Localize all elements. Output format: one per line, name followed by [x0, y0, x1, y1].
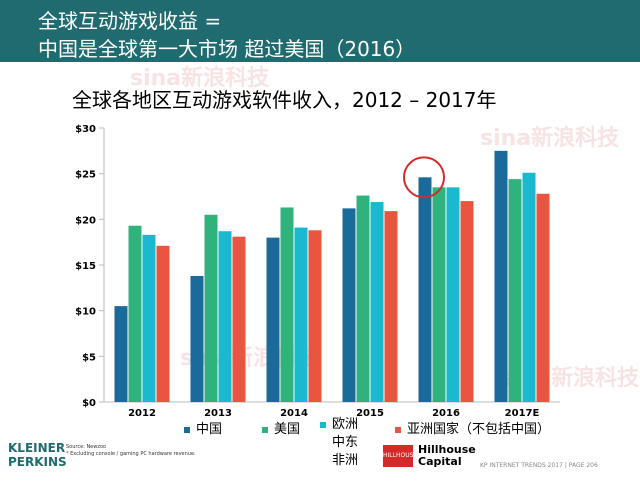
bar-2017E-2 — [522, 172, 536, 402]
hillhouse-line1: Hillhouse — [418, 443, 476, 456]
slide-title-line2: 中国是全球第一大市场 超过美国（2016） — [38, 37, 416, 61]
legend-label-china: 中国 — [196, 422, 223, 437]
y-tick-label: $10 — [75, 307, 96, 318]
bar-2017E-1 — [508, 179, 522, 402]
legend-swatch-emea — [320, 422, 326, 428]
y-tick-label: $15 — [75, 261, 96, 272]
legend-item-emea: 欧洲 中东 非洲 — [320, 416, 358, 470]
bar-2013-0 — [190, 275, 204, 402]
bar-2013-1 — [204, 214, 218, 402]
chart-title: 全球各地区互动游戏软件收入，2012 – 2017年 — [72, 88, 497, 112]
legend-swatch-asia — [395, 427, 401, 433]
y-tick-label: $5 — [82, 352, 96, 363]
bar-2014-3 — [308, 230, 322, 402]
bar-2012-2 — [142, 234, 156, 402]
bar-2012-0 — [114, 306, 128, 402]
watermark: sina新浪科技 — [480, 126, 620, 151]
bar-2013-2 — [218, 231, 232, 402]
y-tick-label: $0 — [82, 398, 96, 409]
legend-label-emea: 欧洲 中东 非洲 — [332, 417, 359, 468]
legend-item-china: 中国 — [184, 421, 222, 439]
hillhouse-logo-text: Hillhouse Capital — [418, 444, 476, 468]
y-tick-label: $25 — [75, 170, 96, 181]
slide-header: 全球互动游戏收益 = 中国是全球第一大市场 超过美国（2016） — [0, 0, 640, 62]
hillhouse-line2: Capital — [418, 455, 462, 468]
bar-2016-2 — [446, 187, 460, 402]
legend-swatch-china — [184, 427, 190, 433]
bar-2012-3 — [156, 245, 170, 402]
bar-2016-0 — [418, 177, 432, 402]
bar-2013-3 — [232, 236, 246, 402]
x-tick-label: 2015 — [356, 408, 384, 419]
highlight-circle — [403, 156, 445, 199]
legend-item-us: 美国 — [262, 421, 300, 439]
source-line1: Source: Newzoo — [66, 444, 107, 450]
source-line2: * Excluding console / gaming PC hardware… — [66, 451, 196, 457]
bar-2016-3 — [460, 201, 474, 402]
x-tick-label: 2016 — [432, 408, 460, 419]
bar-2015-1 — [356, 195, 370, 402]
kp-logo-line2: PERKINS — [8, 455, 67, 469]
page-footer: KP INTERNET TRENDS 2017 | PAGE 206 — [480, 462, 598, 469]
x-tick-label: 2017E — [505, 408, 540, 419]
legend-label-asia: 亚洲国家（不包括中国） — [407, 422, 551, 437]
bar-2014-0 — [266, 237, 280, 402]
x-tick-label: 2014 — [280, 408, 308, 419]
legend-label-us: 美国 — [274, 422, 301, 437]
bar-2015-2 — [370, 201, 384, 402]
bar-2012-1 — [128, 225, 142, 402]
y-tick-label: $30 — [75, 124, 96, 135]
slide-title-line1: 全球互动游戏收益 = — [38, 9, 222, 33]
bar-2014-1 — [280, 207, 294, 402]
legend-item-asia: 亚洲国家（不包括中国） — [395, 421, 550, 439]
source-note: Source: Newzoo * Excluding console / gam… — [66, 444, 196, 458]
legend-swatch-us — [262, 427, 268, 433]
bar-2017E-0 — [494, 150, 508, 402]
x-tick-label: 2012 — [128, 408, 156, 419]
kleiner-perkins-logo: KLEINER PERKINS — [8, 441, 67, 469]
bar-2017E-3 — [536, 193, 550, 402]
bar-2014-2 — [294, 227, 308, 402]
y-tick-label: $20 — [75, 215, 96, 226]
bar-2015-0 — [342, 208, 356, 402]
watermark: sina新浪科技 — [130, 66, 270, 91]
hillhouse-logo-icon: HILLHOUSE — [383, 445, 417, 467]
x-tick-label: 2013 — [204, 408, 232, 419]
bar-2015-3 — [384, 211, 398, 402]
bar-2016-1 — [432, 187, 446, 402]
kp-logo-line1: KLEINER — [8, 441, 66, 455]
